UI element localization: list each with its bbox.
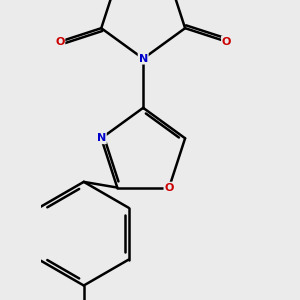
Text: O: O xyxy=(164,183,174,193)
Text: O: O xyxy=(222,37,231,47)
Text: N: N xyxy=(139,54,148,64)
Text: O: O xyxy=(55,37,64,47)
Text: N: N xyxy=(97,133,106,143)
